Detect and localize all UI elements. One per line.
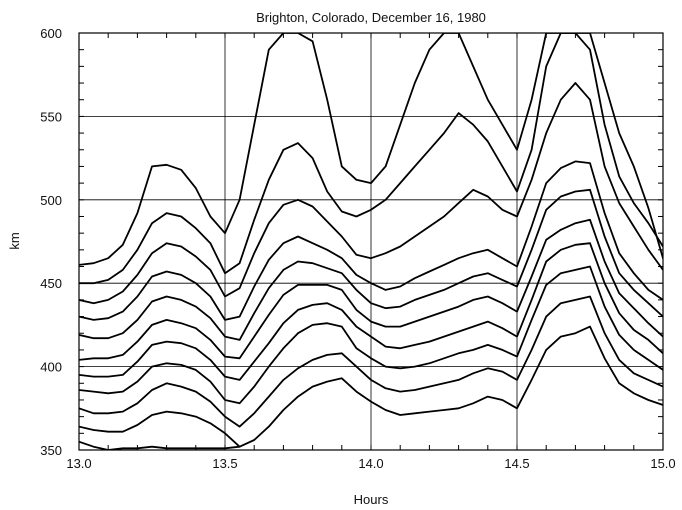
y-axis-label: km <box>7 232 22 249</box>
series-line-3 <box>79 295 663 428</box>
chart-title: Brighton, Colorado, December 16, 1980 <box>256 10 486 25</box>
x-tick-labels: 13.0 13.5 14.0 14.5 15.0 <box>66 456 675 471</box>
x-tick-label: 14.0 <box>358 456 383 471</box>
series-line-5 <box>79 242 663 381</box>
series-line-2 <box>79 325 663 448</box>
series-line-1 <box>79 440 241 450</box>
x-tick-label: 13.0 <box>66 456 91 471</box>
y-tick-label: 350 <box>40 443 62 458</box>
x-tick-label: 14.5 <box>504 456 529 471</box>
grid <box>79 33 663 450</box>
series-line-7 <box>79 188 663 341</box>
series-line-10 <box>79 33 663 285</box>
x-tick-label: 15.0 <box>650 456 675 471</box>
y-tick-label: 550 <box>40 109 62 124</box>
series-line-9 <box>79 82 663 305</box>
y-tick-labels: 350 400 450 500 550 600 <box>40 26 62 458</box>
y-tick-label: 400 <box>40 360 62 375</box>
series-line-6 <box>79 218 663 361</box>
y-tick-label: 600 <box>40 26 62 41</box>
y-tick-label: 450 <box>40 276 62 291</box>
x-tick-label: 13.5 <box>212 456 237 471</box>
plot-frame <box>78 32 664 451</box>
series-line-8 <box>79 160 663 321</box>
y-tick-label: 500 <box>40 193 62 208</box>
x-axis-label: Hours <box>354 492 389 507</box>
series-group <box>79 33 663 450</box>
series-line-11 <box>79 33 663 266</box>
series-line-4 <box>79 265 663 405</box>
